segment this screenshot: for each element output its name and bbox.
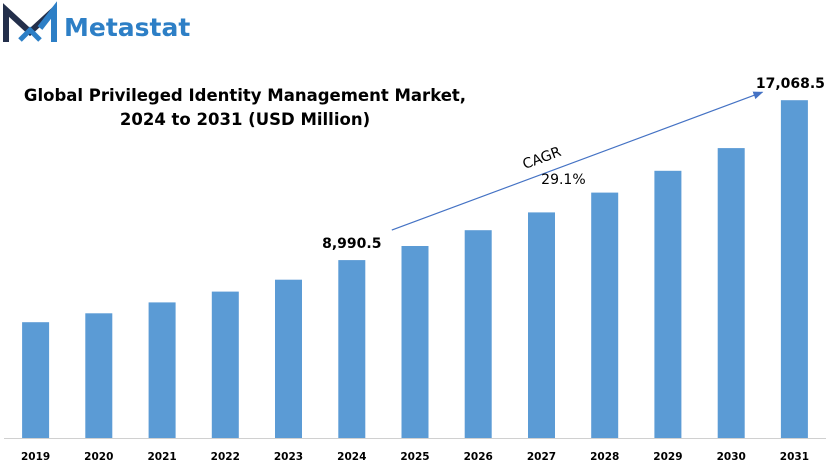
- brand-name: Metastat: [64, 13, 190, 42]
- bar-2027: [528, 212, 555, 438]
- x-tick-label: 2027: [527, 451, 556, 463]
- data-labels: 8,990.5 17,068.5: [322, 76, 825, 252]
- x-tick-label: 2023: [274, 451, 303, 463]
- cagr-arrow: [391, 91, 764, 231]
- x-tick-label: 2020: [84, 451, 113, 463]
- bar-2021: [148, 302, 176, 438]
- bar-series: [22, 100, 808, 439]
- x-tick-label: 2030: [717, 451, 746, 463]
- bar-2028: [591, 192, 619, 438]
- data-label-2024: 8,990.5: [322, 236, 381, 252]
- x-tick-label: 2025: [400, 451, 429, 463]
- x-tick-label: 2021: [147, 451, 176, 463]
- cagr-value: 29.1%: [541, 172, 585, 188]
- bar-2030: [717, 148, 745, 438]
- metastat-m-logo-icon: [3, 1, 57, 42]
- bar-2020: [85, 313, 113, 438]
- x-tick-label: 2022: [211, 451, 240, 463]
- bar-2019: [22, 322, 50, 438]
- x-tick-label: 2019: [21, 451, 50, 463]
- metastat-logo: Metastat: [3, 1, 190, 42]
- bar-2024: [338, 260, 366, 438]
- bar-2026: [464, 230, 492, 438]
- x-axis-ticks: 2019 2020 2021 2022 2023 2024 2025 2026 2027 2028…: [21, 451, 809, 463]
- bar-2025: [401, 246, 429, 438]
- x-tick-label: 2026: [464, 451, 493, 463]
- bar-2031: [780, 100, 808, 438]
- chart-title-line-2: 2024 to 2031 (USD Million): [120, 110, 370, 129]
- bar-2029: [654, 170, 682, 439]
- x-tick-label: 2031: [780, 451, 809, 463]
- x-tick-label: 2028: [590, 451, 619, 463]
- x-tick-label: 2029: [653, 451, 682, 463]
- bar-2022: [211, 291, 239, 438]
- chart-title-line-1: Global Privileged Identity Management Ma…: [24, 86, 466, 105]
- bar-2023: [275, 279, 302, 438]
- data-label-2031: 17,068.5: [756, 76, 825, 92]
- x-tick-label: 2024: [337, 451, 366, 463]
